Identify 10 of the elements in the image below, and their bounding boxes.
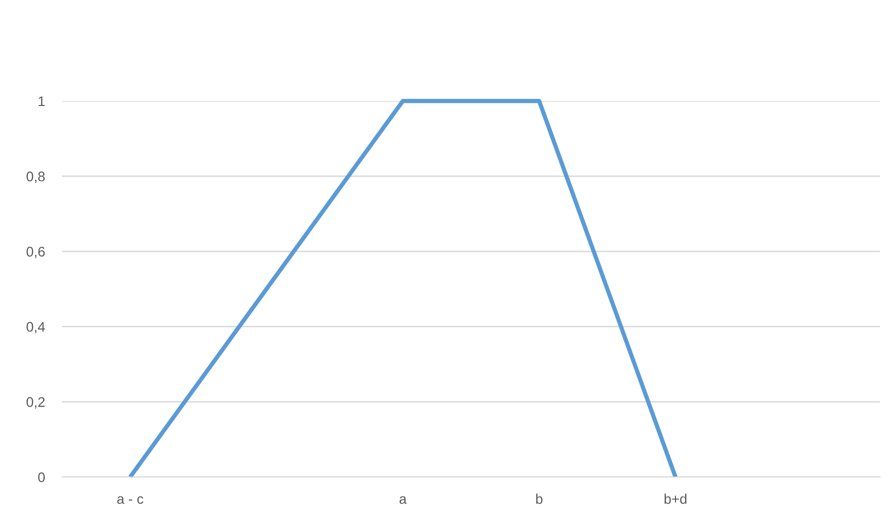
y-tick-label: 0,2: [26, 397, 45, 409]
x-tick-label: a - c: [117, 496, 144, 504]
y-tick-label: 0,8: [26, 172, 45, 184]
y-tick-label: 0: [38, 472, 45, 482]
x-tick-label: b: [536, 494, 542, 504]
y-tick-label: 0,6: [26, 246, 45, 258]
x-tick-label: a: [400, 496, 407, 504]
y-tick-label: 0,4: [26, 322, 45, 334]
y-tick-label: 1: [38, 96, 45, 106]
x-tick-label: b+d: [664, 494, 686, 504]
